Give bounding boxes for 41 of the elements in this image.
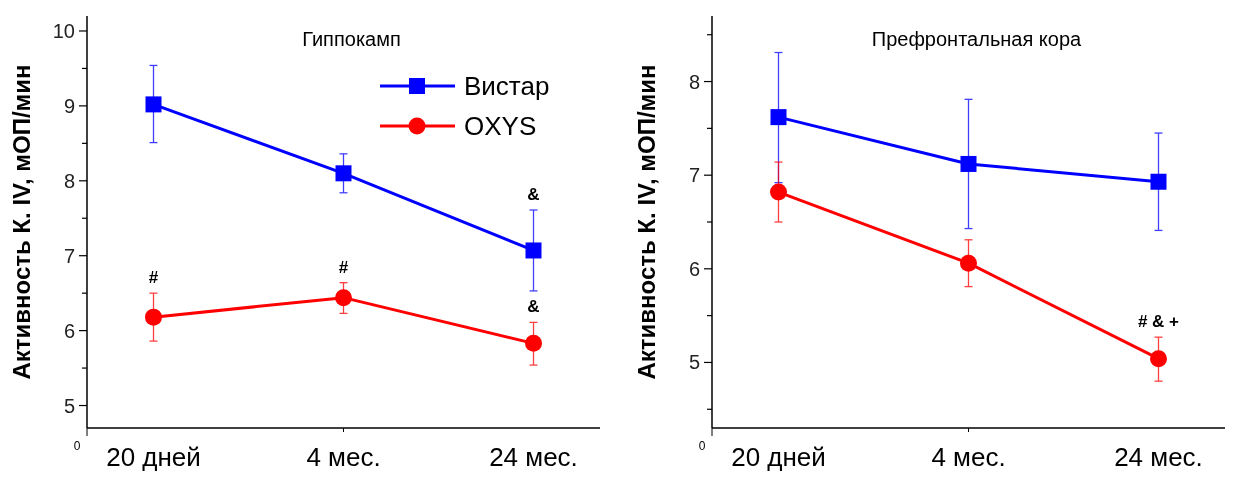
y-tick-label: 10: [52, 19, 75, 42]
x-tick-label: 24 мес.: [1114, 442, 1203, 472]
y-tick-label: 5: [63, 394, 75, 417]
point: [960, 254, 977, 272]
text: 0: [73, 439, 81, 453]
x-tick-label: 24 мес.: [489, 442, 578, 472]
y-axis-title: Активность К. IV, мОП/мин: [8, 64, 35, 380]
x-tick-label: 20 дней: [731, 442, 826, 472]
y-tick-label: 8: [63, 169, 75, 192]
y-axis-title: Активность К. IV, мОП/мин: [633, 64, 660, 380]
y-tick-label: 7: [63, 244, 75, 267]
x-tick-label: 4 мес.: [931, 442, 1006, 472]
legend-label: OXYS: [464, 111, 537, 142]
point: [145, 96, 162, 113]
y-tick-label: 8: [688, 70, 700, 93]
text: Гиппокамп: [302, 28, 401, 50]
x-tick-label: 20 дней: [106, 442, 201, 472]
point: [770, 109, 787, 126]
y-tick-label: 5: [688, 351, 700, 374]
point: [145, 308, 162, 326]
annotation: &: [527, 185, 540, 205]
x-tick-label: 4 мес.: [306, 442, 381, 472]
point: [960, 155, 977, 172]
point: [525, 334, 542, 352]
text: Префронтальная кора: [871, 28, 1083, 50]
y-tick-label: 7: [688, 164, 700, 187]
annotation: # & +: [1137, 312, 1180, 332]
annotation: #: [148, 268, 159, 288]
point: [335, 165, 352, 182]
y-tick-label: 6: [63, 319, 75, 342]
y-tick-label: 9: [63, 94, 75, 117]
annotation: #: [338, 257, 349, 277]
text: 0: [698, 439, 706, 453]
point: [335, 289, 352, 307]
point: [525, 242, 542, 259]
point: [1150, 350, 1167, 368]
legend-label: Вистар: [464, 71, 550, 102]
y-tick-label: 6: [688, 257, 700, 280]
point: [770, 183, 787, 201]
annotation: &: [527, 297, 540, 317]
point: [1150, 173, 1167, 190]
